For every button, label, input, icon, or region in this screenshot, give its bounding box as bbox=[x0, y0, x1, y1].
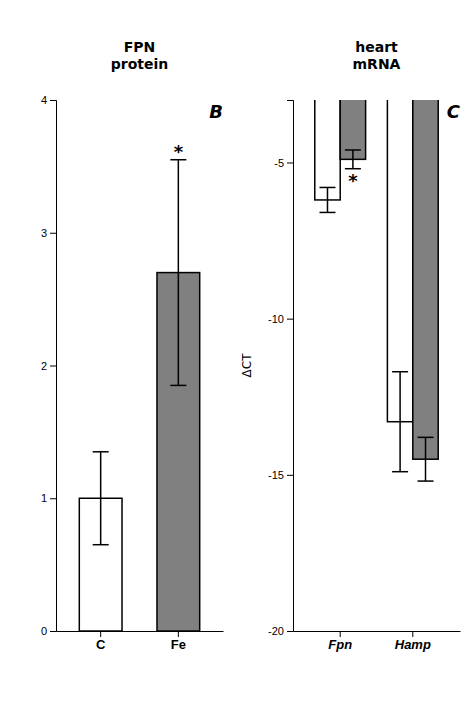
annotation: * bbox=[348, 170, 358, 191]
marks bbox=[315, 100, 438, 481]
x-tick-mark bbox=[412, 631, 413, 637]
x-tick-mark bbox=[100, 631, 101, 637]
error-bar-stem bbox=[399, 372, 401, 472]
y-tick-mark bbox=[50, 631, 56, 632]
y-tick: 2 bbox=[41, 360, 56, 372]
y-tick: -15 bbox=[268, 469, 293, 481]
x-tick-mark bbox=[178, 631, 179, 637]
x-tick: Fe bbox=[171, 631, 186, 652]
bar bbox=[413, 100, 438, 459]
error-bar-cap bbox=[319, 212, 335, 214]
error-bar-cap bbox=[93, 451, 109, 453]
y-tick: 3 bbox=[41, 227, 56, 239]
error-bar bbox=[170, 160, 186, 386]
x-axis-line bbox=[294, 631, 461, 632]
y-tick: 1 bbox=[41, 492, 56, 504]
panel-label: B bbox=[209, 101, 223, 122]
panel: -20 -15 -10 -5 Fpn Hamp heartmRNA ΔCT * C bbox=[240, 6, 461, 652]
title: heartmRNA bbox=[353, 39, 401, 72]
figure: 0 1 2 3 4 C Fe FPNprotein * B -20 -15 -10 -5 Fpn Hamp he… bbox=[0, 0, 474, 711]
bar bbox=[340, 100, 365, 159]
x-tick-label: Fpn bbox=[328, 637, 352, 652]
y-tick-label: 0 bbox=[41, 625, 47, 637]
panel-label: C bbox=[447, 101, 461, 122]
y-tick-mark bbox=[50, 366, 56, 367]
x-tick-label: C bbox=[96, 637, 106, 652]
error-bar-cap bbox=[392, 371, 408, 373]
x-axis-line bbox=[57, 631, 224, 632]
error-bar bbox=[345, 150, 361, 169]
x-axis: Fpn Hamp bbox=[294, 631, 461, 652]
x-axis: C Fe bbox=[57, 631, 224, 652]
bar bbox=[315, 100, 340, 200]
y-tick-mark bbox=[287, 319, 293, 320]
y-axis-line bbox=[287, 101, 294, 632]
y-tick-mark bbox=[50, 498, 56, 499]
y-tick-label: -5 bbox=[274, 156, 284, 168]
error-bar-stem bbox=[425, 437, 427, 481]
y-tick-label: 4 bbox=[41, 94, 47, 106]
error-bar-stem bbox=[352, 150, 354, 169]
y-tick-label: -20 bbox=[268, 625, 284, 637]
x-tick-mark bbox=[340, 631, 341, 637]
x-tick-label: Fe bbox=[171, 637, 186, 652]
y-tick-mark bbox=[50, 100, 56, 101]
y-axis-line bbox=[50, 101, 57, 632]
x-tick: C bbox=[96, 631, 106, 652]
error-bar-stem bbox=[100, 452, 102, 545]
y-tick-label: 2 bbox=[41, 360, 47, 372]
y-tick: -10 bbox=[268, 313, 293, 325]
error-bar-cap bbox=[319, 187, 335, 189]
error-bar bbox=[93, 452, 109, 545]
y-tick-label: -10 bbox=[268, 313, 284, 325]
y-tick-label: -15 bbox=[268, 469, 284, 481]
error-bar-cap bbox=[418, 437, 434, 439]
y-tick: -5 bbox=[274, 156, 293, 168]
annotation: * bbox=[174, 141, 184, 162]
error-bar-cap bbox=[392, 471, 408, 473]
title: FPNprotein bbox=[111, 39, 169, 72]
error-bar-cap bbox=[170, 385, 186, 387]
panel: 0 1 2 3 4 C Fe FPNprotein * B bbox=[41, 39, 224, 652]
x-tick-label: Hamp bbox=[395, 637, 431, 652]
marks bbox=[79, 160, 199, 631]
error-bar-cap bbox=[418, 480, 434, 482]
y-tick: -20 bbox=[268, 625, 293, 637]
y-axis-title: ΔCT bbox=[240, 353, 254, 378]
y-tick-mark bbox=[287, 631, 293, 632]
x-tick: Hamp bbox=[395, 631, 431, 652]
y-tick-mark bbox=[50, 233, 56, 234]
y-axis: -20 -15 -10 -5 bbox=[268, 101, 293, 638]
error-bar-stem bbox=[178, 160, 180, 386]
y-tick: 4 bbox=[41, 94, 56, 106]
error-bar bbox=[392, 372, 408, 472]
y-tick-mark bbox=[287, 162, 293, 163]
error-bar bbox=[319, 187, 335, 212]
error-bar-cap bbox=[93, 544, 109, 546]
y-tick-mark bbox=[287, 475, 293, 476]
error-bar-cap bbox=[345, 149, 361, 151]
y-tick-label: 1 bbox=[41, 492, 47, 504]
x-tick: Fpn bbox=[328, 631, 352, 652]
y-tick-label: 3 bbox=[41, 227, 47, 239]
error-bar-stem bbox=[327, 187, 329, 212]
y-axis: 0 1 2 3 4 bbox=[41, 94, 57, 637]
y-tick: 0 bbox=[41, 625, 56, 637]
error-bar bbox=[418, 437, 434, 481]
